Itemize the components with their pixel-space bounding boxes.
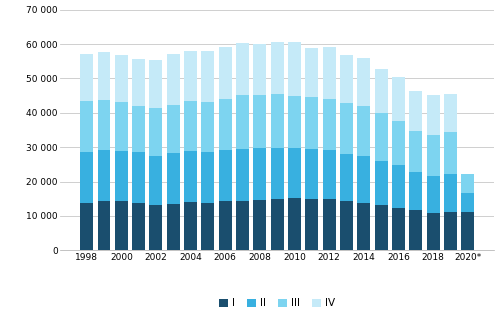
Bar [444, 174, 457, 212]
Bar [254, 44, 267, 95]
Bar [184, 151, 197, 202]
Bar [323, 48, 336, 100]
Bar [202, 51, 214, 102]
Bar [426, 213, 439, 250]
Bar [392, 165, 405, 208]
Bar [374, 69, 388, 114]
Bar [97, 100, 110, 150]
Bar [426, 95, 439, 135]
Bar [115, 201, 128, 250]
Bar [254, 95, 267, 148]
Bar [426, 176, 439, 213]
Bar [184, 202, 197, 250]
Bar [271, 94, 284, 148]
Bar [219, 150, 232, 201]
Bar [305, 97, 319, 149]
Bar [409, 91, 422, 131]
Bar [305, 48, 319, 97]
Bar [426, 135, 439, 176]
Bar [150, 205, 162, 250]
Bar [132, 106, 145, 152]
Bar [97, 150, 110, 201]
Bar [115, 102, 128, 151]
Bar [357, 156, 370, 203]
Bar [392, 77, 405, 121]
Bar [150, 60, 162, 108]
Bar [323, 199, 336, 250]
Bar [288, 198, 301, 250]
Bar [132, 152, 145, 203]
Bar [167, 105, 180, 153]
Bar [115, 55, 128, 102]
Bar [271, 42, 284, 94]
Bar [444, 212, 457, 250]
Bar [323, 100, 336, 150]
Bar [97, 201, 110, 250]
Legend: I, II, III, IV: I, II, III, IV [215, 294, 339, 313]
Bar [271, 148, 284, 199]
Bar [288, 96, 301, 148]
Bar [202, 102, 214, 152]
Bar [184, 101, 197, 151]
Bar [374, 114, 388, 161]
Bar [254, 200, 267, 250]
Bar [202, 152, 214, 203]
Bar [461, 174, 474, 193]
Bar [236, 95, 249, 149]
Bar [236, 43, 249, 95]
Bar [115, 151, 128, 201]
Bar [340, 55, 353, 103]
Bar [184, 51, 197, 101]
Bar [392, 208, 405, 250]
Bar [357, 58, 370, 106]
Bar [167, 204, 180, 250]
Bar [288, 148, 301, 198]
Bar [80, 203, 93, 250]
Bar [150, 108, 162, 157]
Bar [132, 203, 145, 250]
Bar [374, 161, 388, 205]
Bar [219, 47, 232, 99]
Bar [392, 121, 405, 165]
Bar [461, 193, 474, 212]
Bar [444, 132, 457, 174]
Bar [80, 101, 93, 152]
Bar [150, 157, 162, 205]
Bar [357, 106, 370, 156]
Bar [305, 199, 319, 250]
Bar [167, 153, 180, 204]
Bar [219, 99, 232, 150]
Bar [254, 148, 267, 200]
Bar [80, 152, 93, 203]
Bar [167, 54, 180, 105]
Bar [97, 52, 110, 100]
Bar [202, 203, 214, 250]
Bar [357, 203, 370, 250]
Bar [340, 103, 353, 154]
Bar [409, 211, 422, 250]
Bar [340, 201, 353, 250]
Bar [340, 154, 353, 201]
Bar [236, 201, 249, 250]
Bar [409, 172, 422, 211]
Bar [80, 54, 93, 101]
Bar [444, 93, 457, 132]
Bar [288, 42, 301, 96]
Bar [323, 150, 336, 199]
Bar [271, 199, 284, 250]
Bar [219, 201, 232, 250]
Bar [409, 131, 422, 172]
Bar [461, 212, 474, 250]
Bar [236, 149, 249, 201]
Bar [305, 149, 319, 199]
Bar [132, 59, 145, 106]
Bar [374, 205, 388, 250]
